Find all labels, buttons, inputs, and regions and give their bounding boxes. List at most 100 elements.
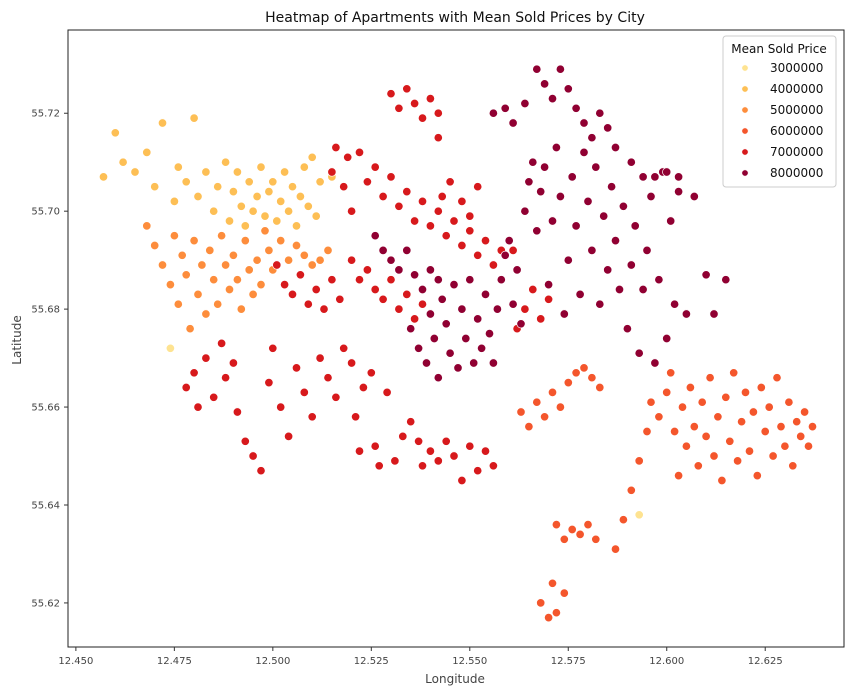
- data-point: [516, 319, 526, 329]
- data-point: [626, 485, 636, 495]
- data-point: [347, 206, 357, 216]
- data-point: [221, 260, 231, 270]
- data-point: [236, 201, 246, 211]
- data-point: [217, 231, 227, 241]
- data-point: [630, 221, 640, 231]
- data-point: [193, 191, 203, 202]
- data-point: [488, 260, 498, 270]
- x-tick-label: 12.500: [255, 656, 290, 667]
- data-point: [441, 436, 451, 446]
- data-point: [496, 275, 506, 285]
- x-tick-label: 12.450: [58, 656, 93, 667]
- y-axis-label: Latitude: [10, 315, 24, 364]
- data-point: [473, 182, 483, 192]
- data-point: [181, 382, 191, 393]
- data-point: [240, 236, 250, 246]
- data-point: [205, 245, 215, 255]
- y-tick-label: 55.68: [31, 305, 60, 316]
- data-point: [358, 382, 368, 393]
- data-point: [256, 280, 266, 290]
- data-point: [693, 461, 703, 471]
- data-point: [571, 221, 581, 231]
- data-point: [437, 294, 447, 304]
- data-point: [504, 236, 514, 246]
- data-point: [118, 157, 128, 167]
- data-point: [370, 441, 380, 451]
- data-point: [425, 309, 435, 319]
- data-point: [457, 196, 467, 206]
- data-point: [354, 446, 365, 456]
- data-point: [429, 333, 439, 344]
- data-point: [335, 294, 345, 304]
- data-point: [583, 196, 593, 206]
- data-point: [224, 216, 235, 226]
- data-point: [480, 289, 491, 299]
- data-point: [654, 275, 664, 285]
- y-tick-label: 55.62: [31, 598, 60, 609]
- data-point: [307, 260, 317, 270]
- y-tick-label: 55.66: [31, 403, 60, 414]
- data-point: [354, 147, 365, 157]
- data-point: [449, 216, 459, 226]
- data-point: [528, 284, 538, 295]
- data-point: [547, 387, 558, 397]
- x-tick-label: 12.600: [649, 656, 684, 667]
- data-point: [417, 284, 428, 295]
- data-point: [626, 260, 636, 270]
- data-point: [650, 172, 660, 182]
- data-point: [701, 270, 711, 280]
- data-point: [555, 64, 565, 74]
- data-point: [717, 475, 727, 486]
- data-point: [563, 255, 573, 265]
- data-point: [343, 152, 353, 162]
- data-point: [760, 426, 770, 437]
- data-point: [232, 167, 242, 177]
- data-point: [406, 417, 416, 427]
- data-point: [528, 157, 538, 167]
- data-point: [374, 461, 384, 471]
- data-point: [634, 510, 644, 520]
- data-point: [575, 289, 585, 299]
- data-point: [674, 187, 684, 197]
- data-point: [500, 250, 510, 260]
- data-point: [721, 392, 731, 402]
- data-point: [634, 456, 644, 466]
- data-point: [291, 221, 302, 231]
- data-point: [532, 397, 542, 407]
- data-point: [744, 446, 755, 456]
- data-point: [520, 98, 530, 109]
- data-point: [110, 128, 120, 138]
- data-point: [311, 284, 321, 295]
- data-point: [437, 191, 447, 202]
- data-point: [268, 343, 278, 353]
- data-point: [681, 309, 691, 319]
- data-point: [366, 368, 376, 378]
- legend-label: 4000000: [770, 82, 823, 96]
- data-point: [748, 407, 758, 417]
- data-point: [410, 216, 420, 226]
- data-point: [433, 133, 443, 143]
- data-point: [646, 191, 656, 202]
- data-point: [378, 245, 388, 255]
- data-point: [603, 265, 613, 275]
- data-point: [417, 113, 428, 123]
- data-point: [473, 250, 483, 260]
- data-point: [327, 275, 337, 285]
- data-point: [622, 324, 632, 334]
- data-point: [189, 236, 199, 246]
- data-point: [488, 461, 498, 471]
- data-point: [232, 275, 242, 285]
- data-point: [520, 304, 530, 314]
- x-tick-label: 12.525: [354, 656, 389, 667]
- data-point: [272, 216, 282, 226]
- data-point: [776, 422, 786, 432]
- data-point: [477, 343, 487, 353]
- plot-frame: [67, 29, 845, 648]
- data-point: [295, 191, 305, 202]
- data-point: [465, 441, 475, 451]
- data-point: [394, 265, 404, 275]
- legend-box: [722, 35, 837, 188]
- data-point: [327, 167, 337, 177]
- legend: Mean Sold Price 3000000 4000000 5000000 600…: [722, 35, 837, 188]
- data-point: [473, 314, 483, 324]
